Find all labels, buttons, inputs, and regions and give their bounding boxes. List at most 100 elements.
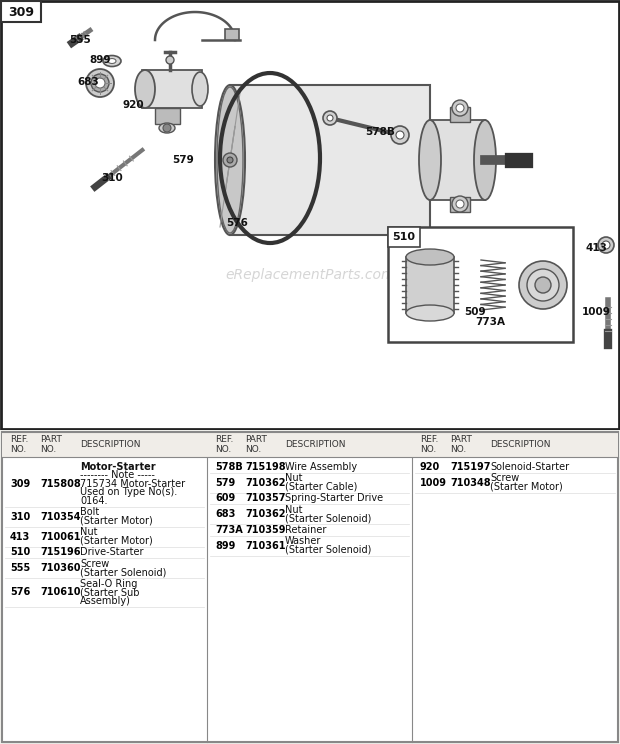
Ellipse shape: [192, 72, 208, 106]
Text: 683: 683: [215, 509, 236, 519]
Bar: [450, 197, 470, 212]
Text: 899: 899: [89, 55, 111, 65]
Text: 715734 Motor-Starter: 715734 Motor-Starter: [80, 479, 185, 489]
Text: (Starter Solenoid): (Starter Solenoid): [285, 545, 371, 555]
Text: 899: 899: [215, 541, 236, 551]
Text: 579: 579: [172, 155, 194, 165]
Text: 773A: 773A: [475, 317, 505, 327]
Ellipse shape: [159, 123, 175, 133]
Text: Nut: Nut: [80, 527, 97, 537]
Ellipse shape: [474, 120, 496, 200]
Bar: [388, 227, 573, 342]
Text: 0164.: 0164.: [80, 496, 107, 506]
Text: PART
NO.: PART NO.: [245, 434, 267, 455]
Text: REF.
NO.: REF. NO.: [420, 434, 438, 455]
Ellipse shape: [419, 120, 441, 200]
Text: 715198: 715198: [245, 462, 286, 472]
Text: 309: 309: [8, 5, 34, 19]
Circle shape: [95, 78, 105, 88]
Ellipse shape: [406, 305, 454, 321]
Text: 710361: 710361: [245, 541, 285, 551]
Text: 710360: 710360: [40, 563, 81, 573]
Text: Assembly): Assembly): [80, 596, 131, 606]
Circle shape: [452, 196, 468, 212]
Ellipse shape: [108, 59, 116, 63]
Text: 309: 309: [10, 479, 30, 489]
Circle shape: [527, 269, 559, 301]
Text: 710359: 710359: [245, 525, 285, 535]
Ellipse shape: [215, 85, 245, 235]
Text: Wire Assembly: Wire Assembly: [285, 462, 357, 472]
Bar: [450, 107, 470, 122]
Text: PART
NO.: PART NO.: [450, 434, 472, 455]
Text: (Starter Sub: (Starter Sub: [80, 588, 140, 597]
Circle shape: [396, 131, 404, 139]
Text: Solenoid-Starter: Solenoid-Starter: [490, 462, 569, 472]
Text: 710354: 710354: [40, 512, 81, 522]
Text: 715808: 715808: [40, 479, 81, 489]
Ellipse shape: [103, 56, 121, 66]
Text: (Starter Motor): (Starter Motor): [80, 516, 153, 526]
Ellipse shape: [217, 87, 243, 233]
Text: 773A: 773A: [215, 525, 243, 535]
Circle shape: [327, 115, 333, 121]
Bar: [1, 1, 41, 22]
Text: DESCRIPTION: DESCRIPTION: [490, 440, 551, 449]
Text: 509: 509: [464, 307, 486, 317]
Text: eReplacementParts.com: eReplacementParts.com: [225, 268, 395, 282]
Text: 715197: 715197: [450, 462, 490, 472]
Text: 715196: 715196: [40, 548, 81, 557]
Text: 710357: 710357: [245, 493, 285, 503]
Circle shape: [86, 69, 114, 97]
Text: Washer: Washer: [285, 536, 321, 547]
Ellipse shape: [135, 70, 155, 108]
Text: 1009: 1009: [582, 307, 611, 317]
Text: -------- Note -----: -------- Note -----: [80, 470, 155, 481]
Text: 710061: 710061: [40, 531, 81, 542]
Circle shape: [323, 111, 337, 125]
Bar: [230, 85, 430, 235]
Text: 413: 413: [585, 243, 607, 253]
Bar: [155, 108, 180, 124]
Circle shape: [163, 124, 171, 132]
Text: 609: 609: [215, 493, 235, 503]
Text: Screw: Screw: [80, 559, 109, 569]
Circle shape: [227, 157, 233, 163]
Text: (Starter Solenoid): (Starter Solenoid): [285, 513, 371, 524]
Text: 555: 555: [10, 563, 30, 573]
Circle shape: [456, 200, 464, 208]
Text: (Starter Motor): (Starter Motor): [80, 536, 153, 546]
Text: DESCRIPTION: DESCRIPTION: [285, 440, 345, 449]
Text: Retainer: Retainer: [285, 525, 326, 535]
Text: 578B: 578B: [365, 127, 395, 137]
Text: 510: 510: [392, 232, 415, 242]
Text: (Starter Motor): (Starter Motor): [490, 482, 563, 492]
Text: 683: 683: [77, 77, 99, 87]
Text: 413: 413: [10, 531, 30, 542]
Circle shape: [456, 104, 464, 112]
Text: 576: 576: [226, 218, 248, 228]
Text: 576: 576: [10, 587, 30, 597]
Circle shape: [166, 56, 174, 64]
Bar: [2, 432, 618, 457]
Text: 310: 310: [101, 173, 123, 183]
Circle shape: [452, 100, 468, 116]
Circle shape: [602, 241, 610, 249]
Circle shape: [391, 126, 409, 144]
Circle shape: [535, 277, 551, 293]
Text: Motor-Starter: Motor-Starter: [80, 462, 156, 472]
Text: 510: 510: [10, 548, 30, 557]
Text: Bolt: Bolt: [80, 507, 99, 518]
Text: 920: 920: [420, 462, 440, 472]
Text: 578B: 578B: [215, 462, 243, 472]
Text: 710362: 710362: [245, 478, 285, 487]
Text: 920: 920: [122, 100, 144, 110]
Text: 1009: 1009: [420, 478, 447, 487]
Bar: [388, 227, 420, 247]
Text: 310: 310: [10, 512, 30, 522]
Text: Spring-Starter Drive: Spring-Starter Drive: [285, 493, 383, 504]
Bar: [406, 257, 454, 313]
Text: PART
NO.: PART NO.: [40, 434, 62, 455]
Circle shape: [91, 74, 109, 92]
Text: (Starter Cable): (Starter Cable): [285, 482, 357, 492]
